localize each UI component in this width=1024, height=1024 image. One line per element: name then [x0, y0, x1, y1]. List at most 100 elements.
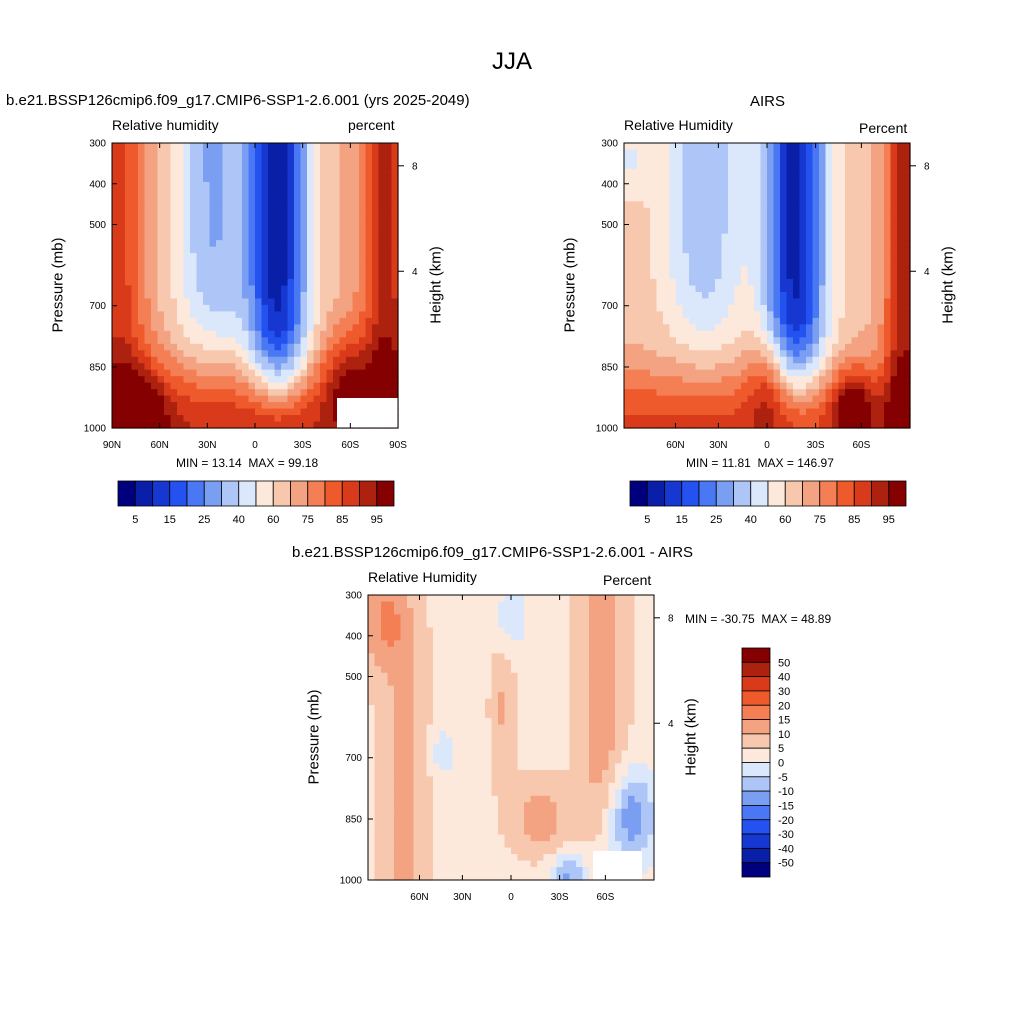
panel2-contour-cell — [650, 363, 658, 371]
panel1-contour-cell — [157, 246, 165, 254]
panel1-contour-cell — [372, 188, 380, 196]
panel1-contour-cell — [164, 330, 172, 338]
panel2-contour-cell — [877, 181, 885, 189]
panel2-contour-cell — [695, 311, 703, 319]
panel3-contour-cell — [433, 692, 441, 700]
panel3-contour-cell — [537, 692, 545, 700]
panel2-contour-cell — [819, 266, 827, 274]
panel1-contour-cell — [378, 317, 386, 325]
panel1-contour-cell — [300, 311, 308, 319]
panel2-contour-cell — [767, 201, 775, 209]
panel1-contour-cell — [190, 259, 198, 267]
panel1-contour-cell — [112, 149, 120, 157]
panel1-contour-cell — [274, 402, 282, 410]
panel2-contour-cell — [702, 253, 710, 261]
panel2-contour-cell — [890, 330, 898, 338]
panel1-contour-cell — [320, 285, 328, 293]
panel2-contour-cell — [630, 227, 638, 235]
panel1-contour-cell — [144, 298, 152, 306]
panel2-contour-cell — [715, 194, 723, 202]
panel2-contour-cell — [858, 194, 866, 202]
panel3-contour-cell — [452, 705, 460, 713]
panel1-contour-cell — [138, 389, 146, 397]
panel2-contour-cell — [858, 389, 866, 397]
panel1-contour-cell — [339, 363, 347, 371]
panel1-contour-cell — [112, 227, 120, 235]
panel3-contour-cell — [634, 595, 642, 603]
panel2-contour-cell — [728, 246, 736, 254]
panel2-contour-cell — [676, 408, 684, 416]
panel2-contour-cell — [884, 369, 892, 377]
panel3-contour-cell — [400, 640, 408, 648]
panel1-contour-cell — [138, 317, 146, 325]
panel2-contour-cell — [832, 181, 840, 189]
panel3-contour-cell — [446, 692, 454, 700]
panel1-contour-cell — [372, 233, 380, 241]
panel2-contour-cell — [669, 311, 677, 319]
panel2-contour-cell — [812, 376, 820, 384]
panel2-contour-cell — [845, 298, 853, 306]
panel2-contour-cell — [643, 201, 651, 209]
panel3-contour-cell — [439, 731, 447, 739]
panel1-contour-cell — [222, 330, 230, 338]
panel2-contour-cell — [877, 188, 885, 196]
panel2-contour-cell — [897, 311, 905, 319]
panel1-contour-cell — [118, 168, 126, 176]
panel1-contour-cell — [242, 350, 250, 358]
panel2-contour-cell — [897, 259, 905, 267]
panel1-contour-cell — [287, 389, 295, 397]
panel1-contour-cell — [333, 149, 341, 157]
panel1-contour-cell — [164, 337, 172, 345]
panel1-contour-cell — [352, 240, 360, 248]
panel1-xtick-label: 60S — [341, 440, 359, 451]
panel1-contour-cell — [281, 415, 289, 423]
panel2-contour-cell — [832, 369, 840, 377]
panel3-contour-cell — [634, 692, 642, 700]
panel3-contour-cell — [426, 659, 434, 667]
panel1-contour-cell — [326, 304, 334, 313]
panel2-contour-cell — [858, 181, 866, 189]
panel3-contour-cell — [472, 718, 480, 726]
panel1-contour-cell — [287, 330, 295, 338]
panel1-contour-cell — [248, 181, 256, 189]
panel3-contour-cell — [381, 659, 389, 667]
panel2-contour-cell — [741, 317, 749, 325]
panel1-contour-cell — [365, 240, 373, 248]
panel1-contour-cell — [222, 155, 230, 164]
panel2-contour-cell — [760, 311, 768, 319]
panel1-contour-cell — [281, 155, 289, 164]
panel1-contour-cell — [248, 415, 256, 423]
panel2-xtick-label: 60S — [852, 440, 870, 451]
panel1-contour-cell — [339, 369, 347, 377]
panel1-contour-cell — [372, 369, 380, 377]
panel2-contour-cell — [715, 382, 723, 390]
panel3-contour-cell — [394, 666, 402, 674]
panel2-contour-cell — [708, 356, 716, 364]
panel1-contour-cell — [294, 324, 302, 332]
panel1-contour-cell — [209, 233, 217, 241]
panel3-contour-cell — [459, 698, 467, 706]
panel1-contour-cell — [281, 149, 289, 157]
panel2-contour-cell — [838, 266, 846, 274]
panel3-contour-cell — [498, 620, 506, 628]
panel1-contour-cell — [333, 155, 341, 164]
panel2-contour-cell — [793, 343, 801, 351]
panel3-contour-cell — [576, 627, 584, 635]
panel2-contour-cell — [864, 188, 872, 196]
panel3-contour-cell — [368, 595, 376, 603]
panel2-contour-cell — [669, 415, 677, 423]
panel1-contour-cell — [378, 220, 386, 228]
panel3-contour-cell — [400, 614, 408, 622]
panel3-contour-cell — [368, 724, 376, 732]
panel2-contour-cell — [890, 143, 898, 151]
panel1-contour-cell — [170, 181, 178, 189]
panel1-contour-cell — [170, 311, 178, 319]
panel3-contour-cell — [543, 620, 551, 628]
panel1-contour-cell — [222, 240, 230, 248]
panel1-contour-cell — [118, 389, 126, 397]
panel2-contour-cell — [773, 188, 781, 196]
panel3-contour-cell — [563, 724, 571, 732]
panel3-contour-cell — [420, 737, 428, 745]
panel3-contour-cell — [465, 698, 473, 706]
panel1-contour-cell — [196, 285, 204, 293]
